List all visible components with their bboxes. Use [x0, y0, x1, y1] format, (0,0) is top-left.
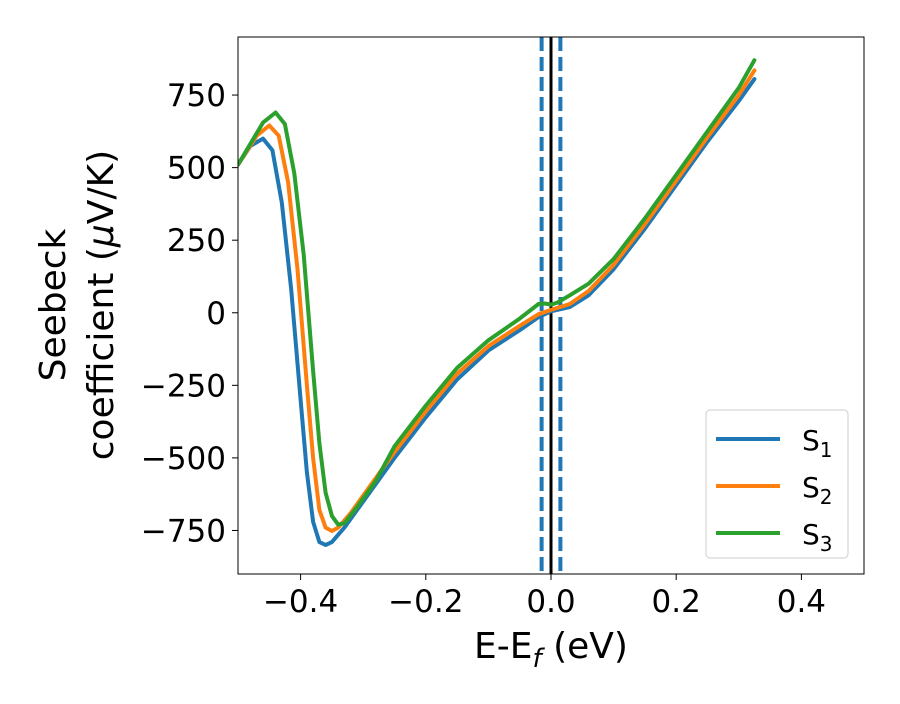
x-axis-label: E-Ef (eV): [474, 626, 628, 674]
y-tick-label: −250: [141, 368, 226, 404]
x-tick-label: −0.2: [388, 584, 463, 620]
y-axis-label-line2: coefficient (μV/K): [81, 150, 122, 460]
x-tick-label: 0.4: [777, 584, 826, 620]
y-axis-label-line1: Seebeck: [33, 228, 74, 381]
y-tick-label: 500: [167, 151, 226, 187]
y-tick-label: −750: [141, 513, 226, 549]
x-tick-label: 0.2: [652, 584, 701, 620]
y-tick-label: 250: [167, 223, 226, 259]
series-line-s3: [238, 58, 757, 527]
y-tick-label: 0: [206, 296, 226, 332]
series-line-s2: [238, 68, 757, 533]
series-line-s1: [238, 77, 757, 547]
x-tick-label: −0.4: [263, 584, 338, 620]
y-tick-label: 750: [167, 78, 226, 114]
x-tick-label: 0.0: [526, 584, 575, 620]
y-tick-label: −500: [141, 441, 226, 477]
